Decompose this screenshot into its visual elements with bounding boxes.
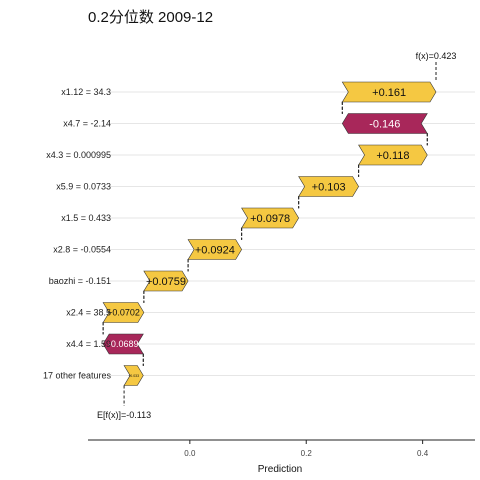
feature-label: baozhi = -0.151 xyxy=(49,276,111,286)
bar-value-label: -0.146 xyxy=(369,118,400,130)
bars: +0.161 -0.146 +0.118 +0.103 +0.0978 +0.0924 +0… xyxy=(102,81,437,386)
x-axis-label: Prediction xyxy=(258,464,302,475)
feature-labels: x1.12 = 34.3 x4.7 = -2.14 x4.3 = 0.000995 x… xyxy=(43,87,112,381)
positive-bar xyxy=(298,176,359,197)
positive-bar xyxy=(241,207,300,229)
bar-value-label: +0.0978 xyxy=(250,213,290,225)
grid-lines xyxy=(108,91,475,376)
positive-bar xyxy=(187,239,242,260)
feature-label: 17 other features xyxy=(43,371,112,381)
positive-bar xyxy=(341,81,437,103)
bar-value-label: +0.0924 xyxy=(195,244,235,256)
bar-value-label: +0.161 xyxy=(372,87,406,99)
feature-label: x1.5 = 0.433 xyxy=(61,213,111,223)
negative-bar xyxy=(102,333,144,355)
x-axis-ticks: 0.0 0.2 0.4 xyxy=(184,440,429,458)
positive-bar xyxy=(123,365,144,386)
x-tick-label: 0.0 xyxy=(184,449,196,458)
feature-label: x4.3 = 0.000995 xyxy=(46,150,111,160)
final-value-label: f(x)=0.423 xyxy=(416,51,457,61)
bar-value-label: +0.103 xyxy=(312,181,346,193)
feature-label: x2.8 = -0.0554 xyxy=(53,245,111,255)
bar-value-label: +0.0702 xyxy=(107,308,140,318)
connector-lines xyxy=(102,62,437,406)
positive-bar xyxy=(143,270,189,292)
positive-bar xyxy=(358,144,428,166)
feature-label: x5.9 = 0.0733 xyxy=(56,182,111,192)
positive-bar xyxy=(102,302,145,323)
feature-label: x4.4 = 1.59 xyxy=(66,339,111,349)
negative-bar xyxy=(341,113,428,134)
feature-label: x4.7 = -2.14 xyxy=(63,119,111,129)
x-tick-label: 0.2 xyxy=(301,449,313,458)
x-tick-label: 0.4 xyxy=(417,449,429,458)
chart-title: 0.2分位数 2009-12 xyxy=(88,9,213,26)
bar-value-label: +0.118 xyxy=(376,150,409,162)
bar-value-label: +0.033 xyxy=(128,374,139,378)
bar-value-label: +0.0759 xyxy=(146,276,186,288)
base-value-label: E[f(x)]=-0.113 xyxy=(97,410,151,420)
bar-value-label: -0.0689 xyxy=(108,339,139,349)
feature-label: x1.12 = 34.3 xyxy=(61,87,111,97)
feature-label: x2.4 = 38.5 xyxy=(66,308,111,318)
